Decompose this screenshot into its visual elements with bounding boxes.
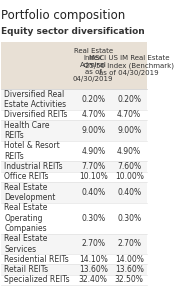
Bar: [1, 110, 75, 120]
Text: Real Estate
Operating
Companies: Real Estate Operating Companies: [4, 203, 48, 233]
Text: 4.90%: 4.90%: [81, 147, 105, 156]
Text: 9.00%: 9.00%: [81, 126, 105, 135]
Text: Diversified Real
Estate Activities: Diversified Real Estate Activities: [4, 90, 66, 109]
Bar: [111, 254, 147, 264]
Bar: [111, 110, 147, 120]
Bar: [1, 42, 75, 89]
Text: 10.10%: 10.10%: [79, 172, 108, 181]
Text: 10.00%: 10.00%: [115, 172, 144, 181]
Bar: [111, 141, 147, 161]
Text: MSCI US IM Real Estate
25/50 Index (Benchmark)
as of 04/30/2019: MSCI US IM Real Estate 25/50 Index (Benc…: [85, 55, 174, 76]
Text: 13.60%: 13.60%: [79, 265, 108, 274]
Bar: [75, 89, 111, 110]
Text: Health Care
REITs: Health Care REITs: [4, 121, 50, 140]
Bar: [111, 275, 147, 285]
Bar: [111, 264, 147, 275]
Bar: [111, 172, 147, 182]
Bar: [1, 275, 75, 285]
Bar: [1, 141, 75, 161]
Bar: [1, 89, 75, 110]
Text: 0.40%: 0.40%: [81, 188, 105, 197]
Bar: [111, 120, 147, 141]
Text: Retail REITs: Retail REITs: [4, 265, 48, 274]
Text: Equity sector diversification: Equity sector diversification: [1, 27, 145, 36]
Text: Specialized REITs: Specialized REITs: [4, 275, 70, 285]
Text: 0.30%: 0.30%: [117, 214, 141, 223]
Bar: [75, 182, 111, 203]
Bar: [75, 42, 111, 89]
Bar: [1, 182, 75, 203]
Text: 7.70%: 7.70%: [81, 162, 105, 171]
Bar: [75, 275, 111, 285]
Text: 32.40%: 32.40%: [79, 275, 108, 285]
Text: Diversified REITs: Diversified REITs: [4, 111, 68, 120]
Bar: [75, 120, 111, 141]
Bar: [111, 234, 147, 254]
Text: 2.70%: 2.70%: [81, 239, 105, 248]
Bar: [1, 264, 75, 275]
Bar: [1, 172, 75, 182]
Bar: [1, 234, 75, 254]
Bar: [75, 234, 111, 254]
Text: Real Estate
Index
Admiral
as of
04/30/2019: Real Estate Index Admiral as of 04/30/20…: [73, 48, 113, 82]
Bar: [111, 182, 147, 203]
Text: 4.70%: 4.70%: [117, 111, 141, 120]
Text: 14.00%: 14.00%: [115, 255, 144, 264]
Bar: [111, 42, 147, 89]
Bar: [75, 203, 111, 234]
Bar: [75, 110, 111, 120]
Text: 0.30%: 0.30%: [81, 214, 105, 223]
Text: 13.60%: 13.60%: [115, 265, 144, 274]
Bar: [111, 161, 147, 172]
Bar: [75, 254, 111, 264]
Bar: [1, 203, 75, 234]
Text: 9.00%: 9.00%: [117, 126, 141, 135]
Bar: [75, 161, 111, 172]
Bar: [111, 203, 147, 234]
Text: Real Estate
Development: Real Estate Development: [4, 183, 56, 202]
Text: Industrial REITs: Industrial REITs: [4, 162, 63, 171]
Text: 14.10%: 14.10%: [79, 255, 108, 264]
Bar: [75, 141, 111, 161]
Text: Hotel & Resort
REITs: Hotel & Resort REITs: [4, 141, 60, 161]
Text: 2.70%: 2.70%: [117, 239, 141, 248]
Bar: [1, 120, 75, 141]
Text: Portfolio composition: Portfolio composition: [1, 9, 126, 22]
Bar: [111, 89, 147, 110]
Text: Real Estate
Services: Real Estate Services: [4, 234, 48, 253]
Bar: [1, 254, 75, 264]
Text: 7.60%: 7.60%: [117, 162, 141, 171]
Text: 4.90%: 4.90%: [117, 147, 141, 156]
Text: 0.40%: 0.40%: [117, 188, 141, 197]
Text: Residential REITs: Residential REITs: [4, 255, 69, 264]
Bar: [75, 172, 111, 182]
Text: 32.50%: 32.50%: [115, 275, 144, 285]
Text: 0.20%: 0.20%: [81, 95, 105, 104]
Bar: [1, 161, 75, 172]
Text: Office REITs: Office REITs: [4, 172, 49, 181]
Text: 4.70%: 4.70%: [81, 111, 105, 120]
Text: 0.20%: 0.20%: [117, 95, 141, 104]
Bar: [75, 264, 111, 275]
